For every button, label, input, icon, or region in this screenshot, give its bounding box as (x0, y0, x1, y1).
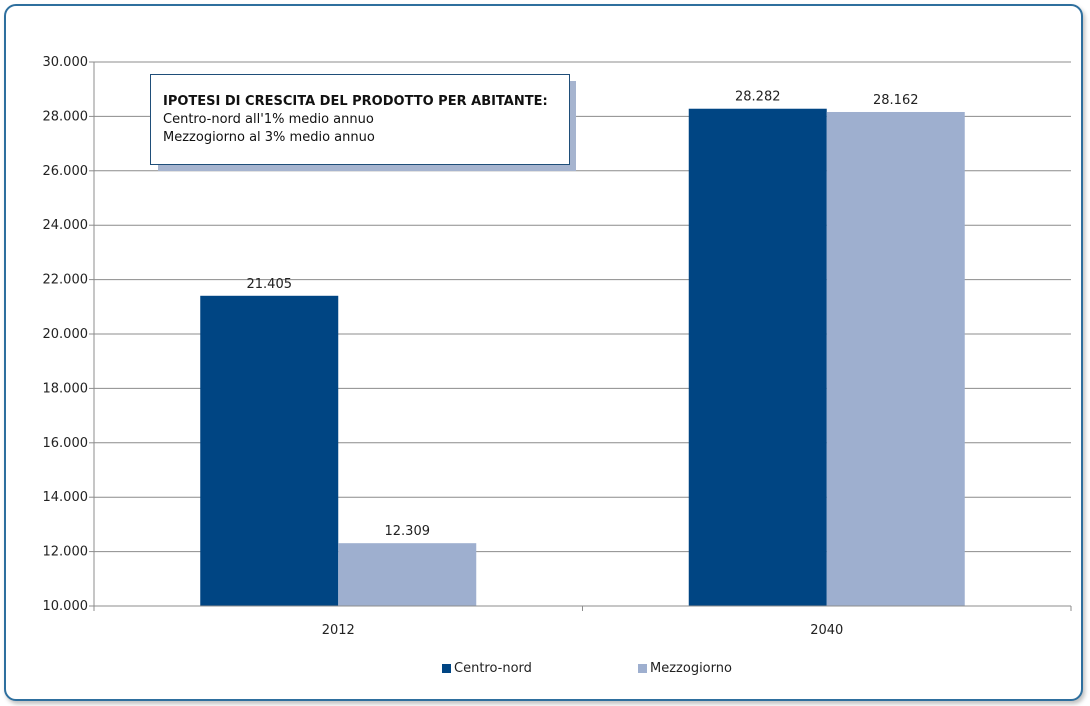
data-label: 28.282 (735, 90, 781, 105)
data-labels: 21.405 12.309 28.282 28.162 (247, 90, 919, 539)
y-tick-label: 28.000 (43, 109, 89, 124)
y-tick-label: 14.000 (43, 490, 89, 505)
legend-swatch-mezzogiorno (638, 664, 647, 673)
y-tick-label: 24.000 (43, 218, 89, 233)
bar-mezzogiorno-2040 (826, 111, 965, 607)
note-title: IPOTESI DI CRESCITA DEL PRODOTTO PER ABI… (163, 94, 548, 109)
note-line-mezzogiorno: Mezzogiorno al 3% medio annuo (163, 130, 375, 145)
y-tick-label: 30.000 (43, 55, 89, 70)
y-tick-label: 12.000 (43, 545, 89, 560)
legend-label-centro-nord: Centro-nord (454, 661, 532, 676)
y-tick-label: 22.000 (43, 273, 89, 288)
growth-hypothesis-note: IPOTESI DI CRESCITA DEL PRODOTTO PER ABI… (150, 74, 570, 165)
y-tick-labels: 10.000 12.000 14.000 16.000 18.000 20.000 22.0… (43, 55, 89, 614)
data-label: 12.309 (385, 524, 431, 539)
data-label: 21.405 (247, 277, 293, 292)
bar-centro-nord-2040 (688, 108, 827, 606)
data-label: 28.162 (873, 93, 919, 108)
bars (200, 108, 965, 607)
legend-item-mezzogiorno: Mezzogiorno (638, 661, 732, 676)
y-tick-label: 18.000 (43, 381, 89, 396)
bar-centro-nord-2012 (200, 295, 339, 606)
legend: Centro-nord Mezzogiorno (0, 661, 1090, 681)
axes (89, 61, 1072, 611)
legend-label-mezzogiorno: Mezzogiorno (650, 661, 732, 676)
x-tick-label: 2012 (322, 623, 355, 638)
bar-mezzogiorno-2012 (338, 543, 477, 606)
x-tick-labels: 2012 2040 (322, 623, 844, 638)
legend-item-centro-nord: Centro-nord (442, 661, 532, 676)
note-line-centro-nord: Centro-nord all'1% medio annuo (163, 112, 374, 127)
y-tick-label: 20.000 (43, 327, 89, 342)
y-tick-label: 16.000 (43, 436, 89, 451)
legend-swatch-centro-nord (442, 664, 451, 673)
y-tick-label: 26.000 (43, 164, 89, 179)
y-tick-label: 10.000 (43, 599, 89, 614)
x-tick-label: 2040 (810, 623, 843, 638)
